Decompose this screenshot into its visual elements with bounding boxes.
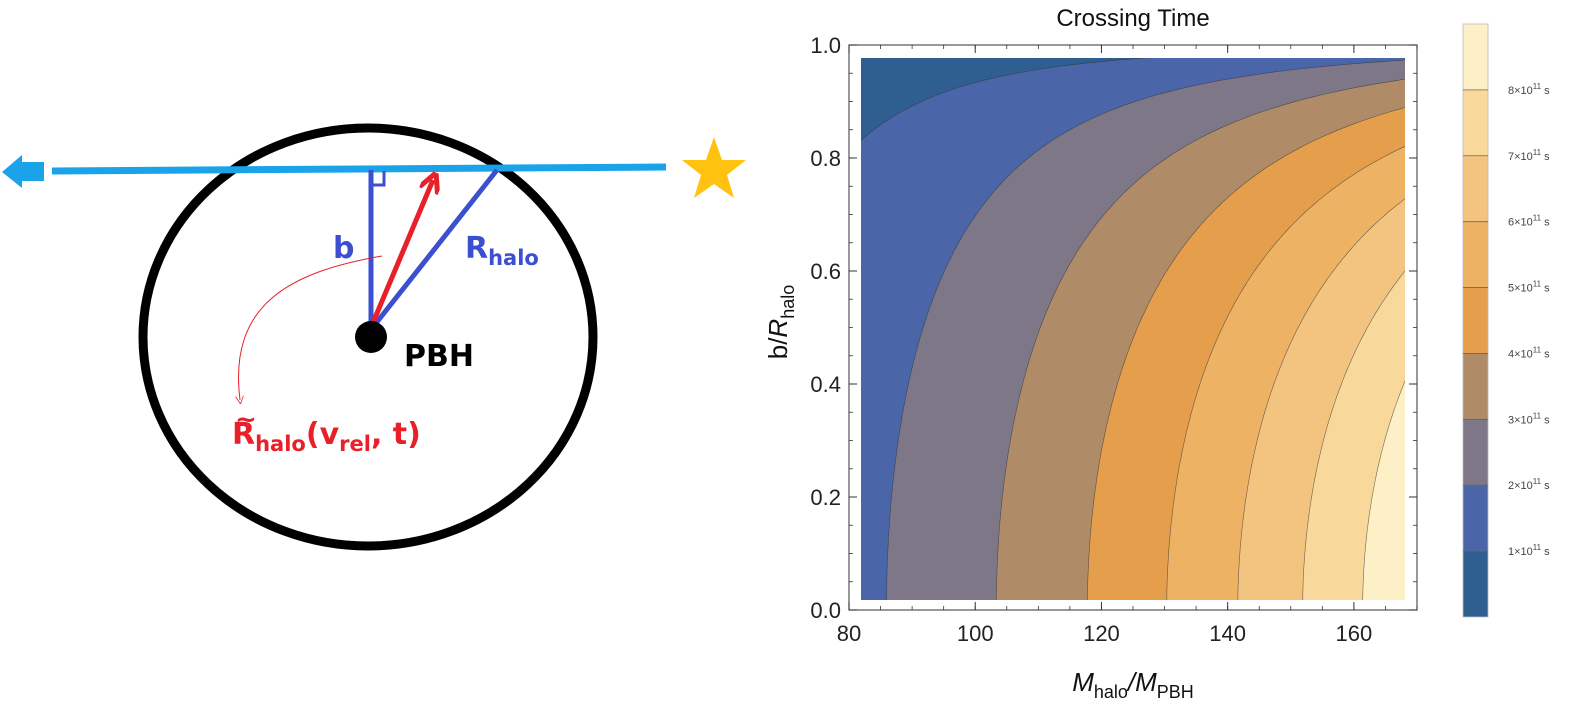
contour-line xyxy=(1237,198,1405,600)
colorbar-label: 8×1011 s xyxy=(1508,82,1550,97)
colorbar-swatch xyxy=(1463,24,1488,90)
contour-line xyxy=(1362,380,1405,600)
halo-circle xyxy=(138,123,598,551)
colorbar-label: 4×1011 s xyxy=(1508,345,1550,360)
contour-band xyxy=(861,58,1405,600)
x-axis-label: Mhalo/MPBH xyxy=(1072,667,1194,702)
crossing-time-chart: Crossing Time 80 100 120 140 160 0.00.20.40.… xyxy=(763,5,1550,702)
colorbar-label: 1×1011 s xyxy=(1508,543,1550,558)
y-tick-label: 0.6 xyxy=(810,259,841,284)
contour-line xyxy=(1166,146,1405,600)
y-axis-label: b/Rhalo xyxy=(763,285,798,360)
contour-line xyxy=(1087,107,1405,600)
y-tick-label: 0.8 xyxy=(810,146,841,171)
star-icon xyxy=(682,137,746,198)
y-tick-label: 1.0 xyxy=(810,33,841,58)
colorbar-label: 2×1011 s xyxy=(1508,477,1550,492)
x-tick-label: 100 xyxy=(957,621,994,646)
label-pbh: PBH xyxy=(404,339,474,374)
y-tick-label: 0.4 xyxy=(810,372,841,397)
colorbar-label: 6×1011 s xyxy=(1508,214,1550,229)
contour-lines xyxy=(861,58,1405,600)
colorbar-frame xyxy=(1462,23,1489,618)
pbh-dot xyxy=(355,321,387,353)
colorbar-label: 3×1011 s xyxy=(1508,411,1550,426)
colorbar-swatch xyxy=(1463,155,1488,222)
label-r-tilde-halo: Rhalo(vrel, t) xyxy=(232,417,421,456)
contour-line xyxy=(996,78,1405,600)
contour-band xyxy=(861,58,1145,600)
pointer-curve-arrow xyxy=(239,255,383,400)
label-r-halo: Rhalo xyxy=(465,231,539,270)
halo-diagram: b Rhalo PBH ~ Rhalo(vrel, t) xyxy=(2,123,746,551)
contour-bands xyxy=(861,58,1405,600)
colorbar-swatch xyxy=(1463,551,1488,617)
star-trajectory-line xyxy=(51,163,667,175)
x-axis-ticks: 80 100 120 140 160 xyxy=(837,45,1418,646)
contour-line xyxy=(886,59,1405,600)
x-tick-label: 160 xyxy=(1336,621,1373,646)
colorbar-swatch xyxy=(1463,221,1488,288)
y-tick-label: 0.2 xyxy=(810,485,841,510)
colorbar-label: 5×1011 s xyxy=(1508,280,1550,295)
contour-line xyxy=(1302,270,1405,600)
colorbar-swatch xyxy=(1463,485,1488,552)
chart-title: Crossing Time xyxy=(1056,5,1209,32)
colorbar-legend: 1×1011 s 2×1011 s 3×1011 s 4×1011 s 5×1011 s… xyxy=(1462,23,1550,618)
relative-position-arrow xyxy=(369,180,433,326)
r-halo-line xyxy=(371,168,499,329)
colorbar-swatch xyxy=(1463,89,1488,156)
y-tick-label: 0.0 xyxy=(810,598,841,623)
right-angle-icon xyxy=(371,171,386,187)
colorbar-swatch xyxy=(1463,287,1488,354)
x-tick-label: 80 xyxy=(837,621,861,646)
contour-band xyxy=(861,58,1405,600)
colorbar-label: 7×1011 s xyxy=(1508,148,1550,163)
colorbar-swatch xyxy=(1463,353,1488,420)
label-rt-tilde: ~ xyxy=(235,405,257,435)
colorbar-swatch xyxy=(1463,419,1488,486)
trajectory-arrow-icon xyxy=(2,155,44,188)
x-tick-label: 120 xyxy=(1083,621,1120,646)
label-b: b xyxy=(333,231,354,266)
y-axis-ticks: 0.0 0.2 0.4 0.6 0.8 1.0 xyxy=(810,33,1417,623)
x-tick-label: 140 xyxy=(1209,621,1246,646)
